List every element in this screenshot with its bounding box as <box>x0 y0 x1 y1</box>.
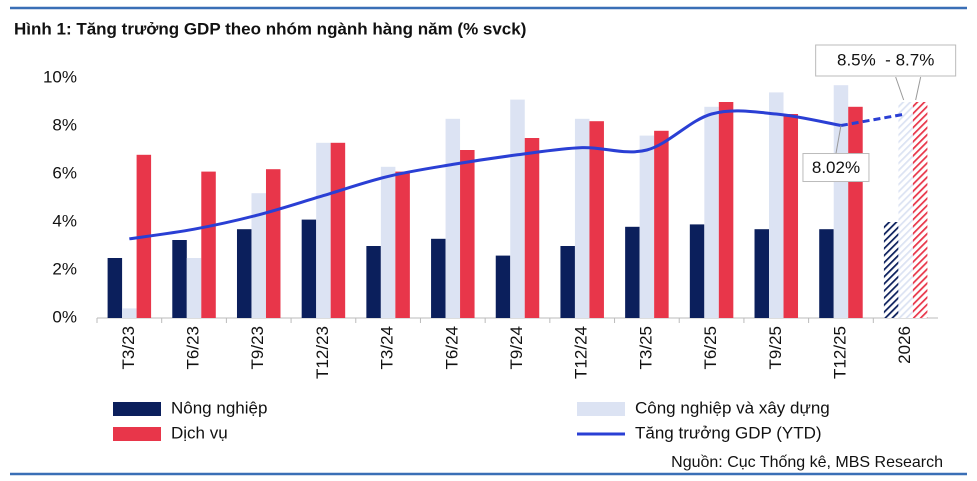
x-tick-label: T6/24 <box>442 326 461 369</box>
label-leader <box>835 125 842 154</box>
legend-swatch <box>113 402 161 416</box>
annotation-leader <box>895 76 905 101</box>
bar <box>769 92 784 319</box>
bar <box>912 102 928 318</box>
annotation-leader <box>915 76 922 101</box>
bar <box>883 222 899 318</box>
y-tick-label: 6% <box>52 163 77 182</box>
chart-title: Hình 1: Tăng trưởng GDP theo nhóm ngành … <box>14 19 526 38</box>
bar <box>107 258 123 318</box>
bar <box>510 99 525 318</box>
annotation: 8.5% - 8.7% <box>837 50 934 69</box>
bar <box>833 85 849 318</box>
x-tick-label: 2026 <box>895 326 914 364</box>
legend-label: Dịch vụ <box>171 423 228 442</box>
bar <box>122 308 137 318</box>
y-tick-label: 0% <box>52 307 77 326</box>
x-tick-label: T6/23 <box>184 326 203 369</box>
line <box>129 109 842 241</box>
bar <box>265 169 281 318</box>
x-tick-label: T3/24 <box>378 326 397 369</box>
legend-label: Công nghiệp và xây dựng <box>635 398 830 417</box>
legend-label: Nông nghiệp <box>171 398 267 417</box>
y-tick-label: 10% <box>43 67 77 86</box>
annotation-box <box>815 44 957 77</box>
x-tick-label: T9/23 <box>248 326 267 369</box>
bar <box>704 106 719 318</box>
bar <box>201 171 216 318</box>
y-tick-label: 2% <box>52 259 77 278</box>
y-tick-label: 8% <box>52 115 77 134</box>
line <box>840 112 906 127</box>
bar <box>236 229 252 318</box>
bar <box>251 193 266 318</box>
label-box <box>802 153 870 183</box>
y-tick-label: 4% <box>52 211 77 230</box>
bar <box>330 142 346 318</box>
bar <box>445 118 461 318</box>
bar <box>460 150 475 318</box>
x-tick-label: T9/25 <box>766 326 785 369</box>
bar <box>898 102 913 318</box>
legend-swatch <box>577 402 625 416</box>
bar <box>431 238 446 318</box>
bar <box>783 114 799 318</box>
bar <box>754 229 770 318</box>
legend-label: Tăng trưởng GDP (YTD) <box>635 423 822 442</box>
legend-swatch <box>113 427 161 441</box>
x-tick-label: T3/25 <box>636 326 655 369</box>
x-tick-label: T12/24 <box>572 326 591 379</box>
bar <box>380 166 396 318</box>
data-label: 8.02% <box>812 158 860 177</box>
bar <box>524 138 540 318</box>
bar <box>654 130 669 318</box>
bar <box>366 246 381 318</box>
bar <box>495 255 511 318</box>
bar <box>172 240 187 318</box>
bar <box>718 102 734 318</box>
bar <box>574 118 590 318</box>
bar <box>639 135 655 318</box>
bar <box>589 121 604 318</box>
bar <box>689 224 705 318</box>
bar <box>395 171 410 318</box>
bar <box>819 229 834 318</box>
x-tick-label: T9/24 <box>507 326 526 369</box>
x-tick-label: T12/25 <box>830 326 849 379</box>
x-tick-label: T12/23 <box>313 326 332 379</box>
source: Nguồn: Cục Thống kê, MBS Research <box>671 454 943 471</box>
x-tick-label: T6/25 <box>701 326 720 369</box>
bar <box>316 142 331 318</box>
bar <box>560 246 575 318</box>
x-tick-label: T3/23 <box>119 326 138 369</box>
bar <box>301 219 317 318</box>
bar <box>186 258 202 318</box>
bar <box>848 106 863 318</box>
bar <box>625 226 640 318</box>
